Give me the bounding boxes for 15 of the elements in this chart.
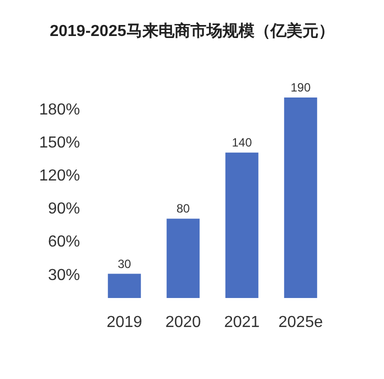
data-label: 80 bbox=[176, 202, 190, 216]
y-tick-label: 180% bbox=[39, 102, 80, 119]
y-tick-label: 30% bbox=[48, 266, 80, 284]
y-tick-label: 120% bbox=[39, 168, 80, 185]
data-label: 190 bbox=[290, 80, 311, 95]
x-tick-label: 2020 bbox=[165, 314, 202, 331]
x-tick-label: 2021 bbox=[224, 314, 260, 331]
y-tick-label: 150% bbox=[39, 134, 80, 152]
x-tick-label: 2025e bbox=[278, 314, 323, 331]
y-tick-label: 60% bbox=[48, 234, 80, 251]
x-tick-label: 2019 bbox=[106, 314, 142, 331]
y-tick-label: 90% bbox=[48, 200, 80, 218]
chart-title: 2019-2025马来电商市场规模（亿美元） bbox=[50, 21, 334, 40]
data-label: 140 bbox=[232, 136, 252, 150]
data-label: 30 bbox=[118, 256, 132, 271]
